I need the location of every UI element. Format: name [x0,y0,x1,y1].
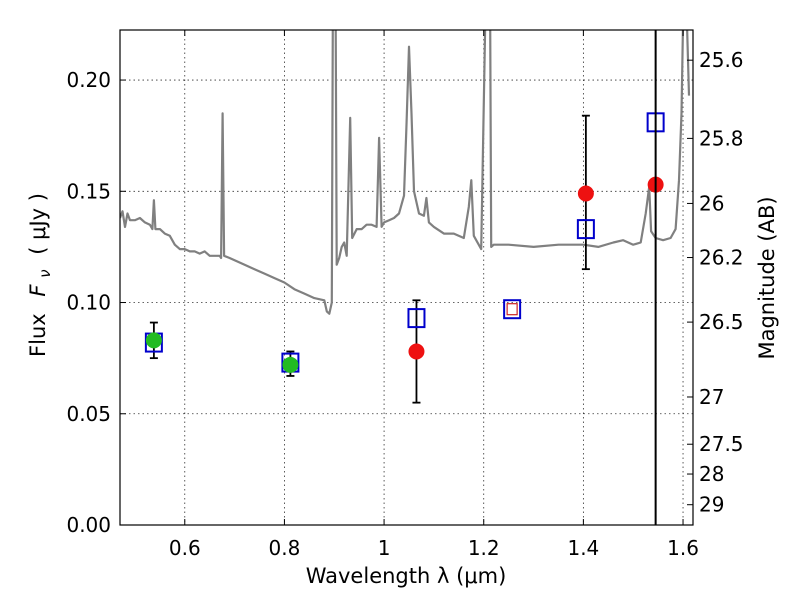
blue-square-marker [503,299,522,320]
marker-layer [144,112,665,373]
mag-tick-label: 28 [699,462,724,486]
green-point [145,332,162,349]
red-point [408,343,425,360]
blue-square-marker [407,308,426,329]
svg-text:Flux F ν ( μ: Flux F ν ( μJy ) [26,193,55,357]
blue-square-marker [576,219,595,240]
y-axis-right-label: Magnitude (AB) [755,196,779,359]
red-point [577,185,594,202]
x-tick-label: 0.8 [269,536,301,560]
x-tick-label: 1.4 [567,536,599,560]
errorbar-layer [149,114,590,404]
x-tick-label: 0.6 [169,536,201,560]
y-label-symbol: F [26,284,50,297]
spectrum-layer [120,30,691,315]
y-tick-label: 0.05 [66,402,111,426]
spectrum-line [120,30,691,315]
x-tick-label: 1 [378,536,391,560]
mag-tick-label: 25.8 [699,126,744,150]
mag-tick-label: 27.5 [699,432,744,456]
small-red-square-marker [506,303,518,316]
y-tick-label: 0.15 [66,179,111,203]
y-tick-label: 0.00 [66,513,111,537]
mag-tick-label: 25.6 [699,48,744,72]
y-axis-label: Flux F ν ( μJy ) [26,193,55,357]
green-point [282,356,299,373]
axis-ticks: 0.6 0.8 1 1.2 1.4 1.6 0.00 0.05 0.10 0.15 0.20 25.6… [66,30,744,560]
mag-tick-label: 29 [699,493,724,517]
mag-tick-label: 27 [699,385,724,409]
mag-tick-label: 26 [699,191,724,215]
x-axis-label: Wavelength λ (μm) [306,564,507,588]
mag-tick-label: 26.5 [699,310,744,334]
y-label-subscript: ν [36,269,54,277]
y-label-prefix: Flux [26,313,50,357]
y-tick-label: 0.20 [66,68,111,92]
plot-frame [119,29,694,526]
y-label-unit: ( μJy ) [26,193,50,255]
x-tick-label: 1.2 [468,536,500,560]
y-tick-label: 0.10 [66,291,111,315]
x-tick-label: 1.6 [667,536,699,560]
mag-tick-label: 26.2 [699,246,744,270]
